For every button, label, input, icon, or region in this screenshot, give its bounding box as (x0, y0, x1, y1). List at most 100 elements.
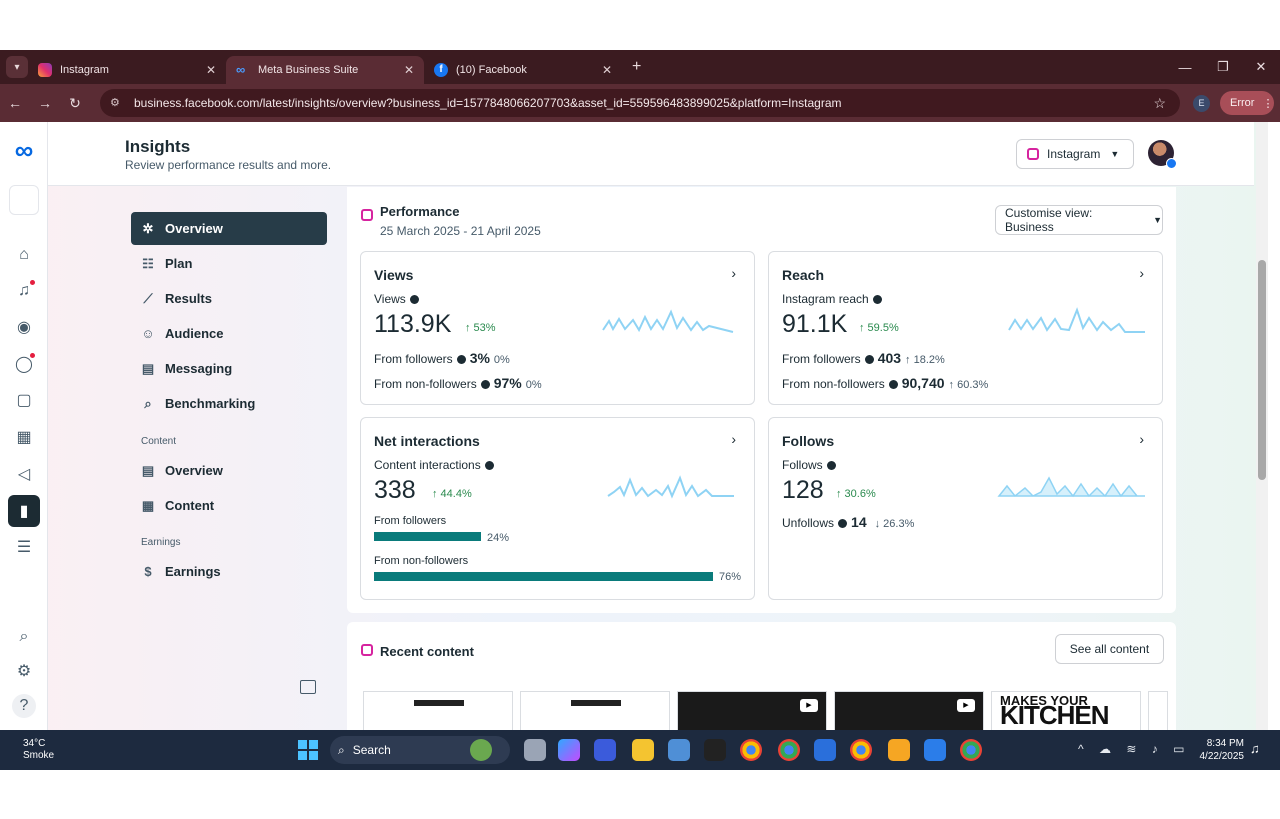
notepad-icon[interactable] (814, 739, 836, 761)
content-thumbnail[interactable] (520, 691, 670, 730)
chevron-up-icon[interactable]: ^ (1078, 742, 1090, 756)
follows-card[interactable]: Follows › Follows 128 ↑ 30.6% Unfollows 1… (768, 417, 1163, 600)
help-icon[interactable]: ? (12, 694, 36, 718)
figma-icon[interactable] (704, 739, 726, 761)
customise-view-dropdown[interactable]: Customise view: Business ▼ (995, 205, 1163, 235)
close-window-icon[interactable]: ✕ (1255, 59, 1267, 74)
weather-widget[interactable]: 34°C Smoke (23, 738, 54, 762)
info-icon[interactable] (484, 461, 494, 470)
chrome-profile-icon[interactable] (850, 739, 872, 761)
facebook-icon: f (434, 63, 448, 77)
info-icon[interactable] (872, 295, 882, 304)
forward-icon[interactable]: → (38, 95, 52, 111)
error-button[interactable]: Error ⋮ (1220, 91, 1274, 115)
meta-logo-icon[interactable]: ∞ (14, 134, 34, 165)
site-info-icon[interactable]: ⚙ (110, 97, 120, 109)
chrome-active-icon[interactable] (960, 739, 982, 761)
onedrive-icon[interactable]: ☁ (1098, 742, 1117, 756)
info-icon[interactable] (480, 380, 490, 389)
content-thumbnail-video[interactable]: ▶ (677, 691, 827, 730)
photos-icon[interactable] (668, 739, 690, 761)
notification-bell-icon[interactable]: ♫ (1250, 741, 1260, 756)
net-interactions-card[interactable]: Net interactions › Content interactions … (360, 417, 755, 600)
info-icon[interactable] (456, 355, 466, 364)
app-icon[interactable] (888, 739, 910, 761)
wifi-icon[interactable]: ≋ (1126, 742, 1143, 756)
new-tab-button[interactable]: + (632, 58, 642, 75)
user-avatar[interactable] (1148, 140, 1177, 169)
info-icon[interactable] (826, 461, 836, 470)
content-icon[interactable]: ▢ (16, 392, 32, 409)
reload-icon[interactable]: ↻ (69, 94, 81, 111)
sidebar-item-content[interactable]: ▦ Content (131, 489, 327, 522)
chevron-right-icon[interactable]: › (731, 431, 736, 447)
task-view-icon[interactable] (524, 739, 546, 761)
copilot-icon[interactable] (558, 739, 580, 761)
info-icon[interactable] (888, 380, 898, 389)
content-thumbnail[interactable]: MAKES YOUR KITCHEN (991, 691, 1141, 730)
reach-card[interactable]: Reach › Instagram reach 91.1K ↑ 59.5% Fr… (768, 251, 1163, 405)
tab-meta-business-suite[interactable]: ∞ Meta Business Suite ✕ (226, 56, 424, 84)
platform-dropdown[interactable]: Instagram ▼ (1016, 139, 1134, 169)
inbox-icon[interactable]: ◯ (12, 352, 36, 376)
ads-megaphone-icon[interactable]: ◁ (17, 466, 31, 483)
page-scrollbar[interactable] (1256, 122, 1268, 730)
profile-avatar[interactable]: E (1193, 95, 1210, 112)
sidebar-section-earnings: Earnings (141, 537, 181, 548)
app-icon[interactable] (594, 739, 616, 761)
chevron-right-icon[interactable]: › (731, 265, 736, 281)
chrome-profile-icon[interactable] (778, 739, 800, 761)
sidebar-item-earnings[interactable]: $ Earnings (131, 555, 327, 588)
sidebar-item-plan[interactable]: ☷ Plan (131, 247, 327, 280)
sidebar-item-messaging[interactable]: ▤ Messaging (131, 352, 327, 385)
chrome-icon[interactable] (740, 739, 762, 761)
views-card[interactable]: Views › Views 113.9K ↑ 53% From follower… (360, 251, 755, 405)
clock[interactable]: 8:34 PM 4/22/2025 (1196, 737, 1245, 763)
insights-bar-chart-icon[interactable]: ▮ (8, 495, 40, 527)
close-icon[interactable]: ✕ (205, 63, 216, 77)
sidebar-item-audience[interactable]: ☺ Audience (131, 317, 327, 350)
planner-icon[interactable]: ▦ (16, 429, 32, 446)
tab-search-icon[interactable]: ▾ (6, 56, 28, 78)
settings-gear-icon[interactable]: ⚙ (16, 663, 32, 680)
app-icon[interactable] (924, 739, 946, 761)
search-icon[interactable]: ⌕ (19, 628, 29, 645)
file-explorer-icon[interactable] (632, 739, 654, 761)
tab-instagram[interactable]: Instagram ✕ (28, 56, 226, 84)
back-icon[interactable]: ← (8, 95, 22, 111)
volume-icon[interactable]: ♪ (1151, 742, 1164, 756)
restore-icon[interactable]: ❐ (1217, 59, 1229, 74)
content-thumbnail[interactable] (363, 691, 513, 730)
close-icon[interactable]: ✕ (403, 63, 414, 77)
content-thumbnail[interactable] (1148, 691, 1168, 730)
weather-condition: Smoke (23, 750, 55, 761)
reach-from-followers: From followers 403 ↑ 18.2% (782, 350, 945, 366)
tab-facebook[interactable]: f (10) Facebook ✕ (424, 56, 622, 84)
chevron-right-icon[interactable]: › (1139, 265, 1144, 281)
info-icon[interactable] (409, 295, 419, 304)
system-tray[interactable]: ^ ☁ ≋ ♪ ▭ (1078, 742, 1190, 756)
compass-icon[interactable]: ◉ (17, 319, 31, 336)
home-icon[interactable]: ⌂ (19, 246, 29, 263)
windows-start-icon[interactable] (298, 740, 318, 760)
address-bar[interactable]: ⚙ business.facebook.com/latest/insights/… (100, 89, 1180, 117)
chevron-right-icon[interactable]: › (1139, 431, 1144, 447)
content-thumbnail-video[interactable]: ▶ (834, 691, 984, 730)
info-icon[interactable] (838, 519, 848, 528)
sidebar-item-overview[interactable]: ✲ Overview (131, 212, 327, 245)
collapse-panel-icon[interactable] (300, 680, 316, 694)
sidebar-item-content-overview[interactable]: ▤ Overview (131, 454, 327, 487)
bookmark-star-icon[interactable]: ☆ (1153, 94, 1166, 111)
notifications-icon[interactable]: ♫ (12, 279, 36, 303)
sidebar-item-results[interactable]: ⟋ Results (131, 282, 327, 315)
battery-icon[interactable]: ▭ (1173, 742, 1191, 756)
scrollbar-thumb[interactable] (1258, 260, 1266, 480)
widget-icon[interactable] (470, 739, 492, 761)
sidebar-item-benchmarking[interactable]: ⌕ Benchmarking (131, 387, 327, 420)
minimize-icon[interactable]: — (1178, 59, 1192, 75)
account-avatar[interactable] (9, 185, 39, 215)
close-icon[interactable]: ✕ (601, 63, 612, 77)
info-icon[interactable] (864, 355, 874, 364)
see-all-content-button[interactable]: See all content (1055, 634, 1164, 664)
menu-icon[interactable]: ☰ (16, 539, 32, 556)
